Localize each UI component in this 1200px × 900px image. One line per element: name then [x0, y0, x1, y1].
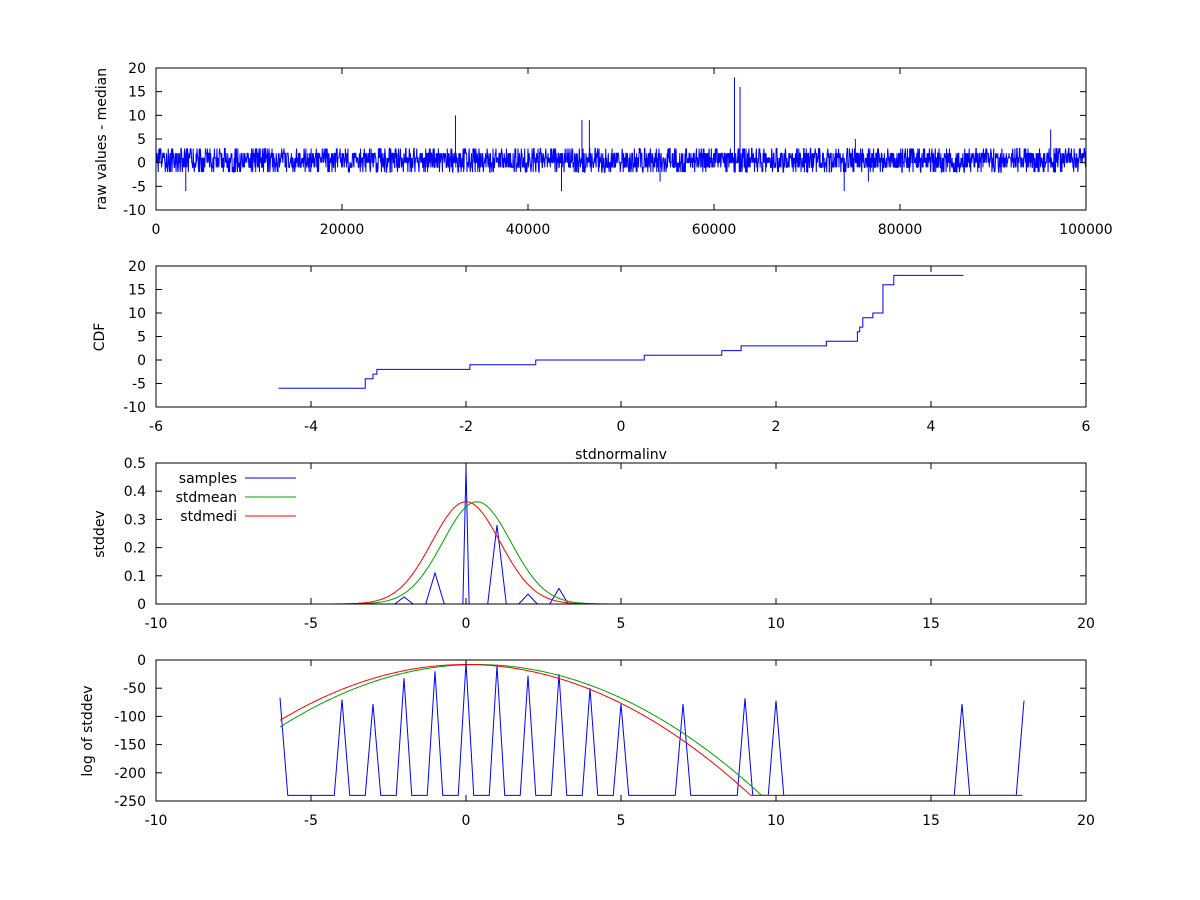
cdf-xtick-label: -4	[304, 419, 318, 435]
raw-xtick-label: 80000	[878, 222, 923, 238]
logdensity-axis-frame	[155, 659, 1087, 802]
density-xtick-label: 15	[922, 616, 940, 632]
logdensity-stdmedi-line	[279, 664, 1023, 796]
raw-series-line	[155, 77, 1087, 192]
cdf-series-layer	[278, 274, 964, 389]
raw-ytick-label: 10	[128, 108, 146, 124]
density-ytick-label: 0.5	[124, 456, 146, 472]
logdensity-ytick-label: -150	[114, 738, 146, 754]
logdensity-ytick-label: -50	[123, 681, 146, 697]
density-ytick-label: 0.3	[124, 512, 146, 528]
density-ylabel: stddev	[92, 510, 108, 557]
cdf-xlabel: stdnormalinv	[575, 447, 667, 463]
raw-xtick-label: 0	[152, 222, 161, 238]
logdensity-series-layer	[279, 662, 1025, 796]
panel-cdf: -6 -4 -2 0 2 4 6 -10 -5 0 5 10 15 20 CDF stdnormalinv	[92, 259, 1091, 463]
cdf-ylabel: CDF	[92, 323, 108, 352]
density-ytick-label: 0	[137, 597, 146, 613]
logdensity-xtick-label: 0	[462, 813, 471, 829]
cdf-xtick-label: 4	[927, 419, 936, 435]
cdf-xtick-label: -2	[459, 419, 473, 435]
cdf-ytick-label: 20	[128, 259, 146, 275]
logdensity-xtick-label: 5	[617, 813, 626, 829]
density-xtick-label: 20	[1077, 616, 1095, 632]
density-ytick-label: 0.1	[124, 569, 146, 585]
cdf-ytick-label: -5	[132, 377, 146, 393]
logdensity-ylabel: log of stddev	[80, 685, 96, 776]
cdf-ytick-label: 10	[128, 306, 146, 322]
logdensity-xtick-label: 10	[767, 813, 785, 829]
raw-ylabel: raw values - median	[94, 68, 110, 210]
cdf-xtick-label: -6	[149, 419, 163, 435]
logdensity-xtick-label: -10	[145, 813, 168, 829]
cdf-xtick-label: 6	[1082, 419, 1091, 435]
logdensity-ticks: -10 -5 0 5 10 15 20-250-200-150-100-500	[114, 653, 1095, 829]
raw-xtick-label: 40000	[506, 222, 551, 238]
cdf-ytick-label: 0	[137, 353, 146, 369]
raw-axis-frame	[155, 67, 1087, 211]
raw-series-layer	[155, 77, 1087, 192]
raw-xtick-label: 100000	[1059, 222, 1112, 238]
raw-ytick-label: 0	[137, 156, 146, 172]
cdf-ticks: -6 -4 -2 0 2 4 6 -10 -5 0 5 10 15 20	[123, 259, 1090, 435]
density-ytick-label: 0.2	[124, 541, 146, 557]
cdf-axis-frame	[155, 265, 1087, 408]
density-xtick-label: 10	[767, 616, 785, 632]
raw-ytick-label: -5	[132, 179, 146, 195]
density-legend: samples stdmean stdmedi	[176, 471, 296, 525]
cdf-xtick-label: 2	[772, 419, 781, 435]
legend-samples-label: samples	[179, 471, 237, 487]
raw-ytick-label: -10	[123, 203, 146, 219]
density-ytick-label: 0.4	[124, 484, 146, 500]
logdensity-ytick-label: -250	[114, 794, 146, 810]
panel-raw: 0 20000 40000 60000 80000 100000 -10 -5 0 5 10 15 20…	[94, 61, 1113, 238]
density-xtick-label: 0	[462, 616, 471, 632]
cdf-ytick-label: -10	[123, 400, 146, 416]
density-xtick-label: 5	[617, 616, 626, 632]
logdensity-xtick-label: -5	[304, 813, 318, 829]
density-axis-frame	[155, 462, 1087, 605]
raw-ytick-label: 5	[137, 132, 146, 148]
cdf-xtick-label: 0	[617, 419, 626, 435]
legend-stdmedi-label: stdmedi	[180, 509, 237, 525]
logdensity-ytick-label: 0	[137, 653, 146, 669]
logdensity-xtick-label: 20	[1077, 813, 1095, 829]
legend-stdmean-label: stdmean	[176, 490, 237, 506]
density-xtick-label: -10	[145, 616, 168, 632]
raw-ytick-label: 15	[128, 85, 146, 101]
raw-xtick-label: 60000	[692, 222, 737, 238]
raw-ytick-label: 20	[128, 61, 146, 77]
panel-density: -10 -5 0 5 10 15 20 0 0.1 0.2 0.3 0.4 0.5 stddev sam…	[92, 456, 1095, 632]
panel-logdensity: -10 -5 0 5 10 15 20-250-200-150-100-500 log of…	[80, 653, 1095, 829]
cdf-series-line	[278, 274, 964, 389]
raw-xtick-label: 20000	[320, 222, 365, 238]
density-xtick-label: -5	[304, 616, 318, 632]
logdensity-ytick-label: -200	[114, 766, 146, 782]
cdf-ytick-label: 5	[137, 330, 146, 346]
logdensity-ytick-label: -100	[114, 709, 146, 725]
logdensity-xtick-label: 15	[922, 813, 940, 829]
cdf-ytick-label: 15	[128, 283, 146, 299]
